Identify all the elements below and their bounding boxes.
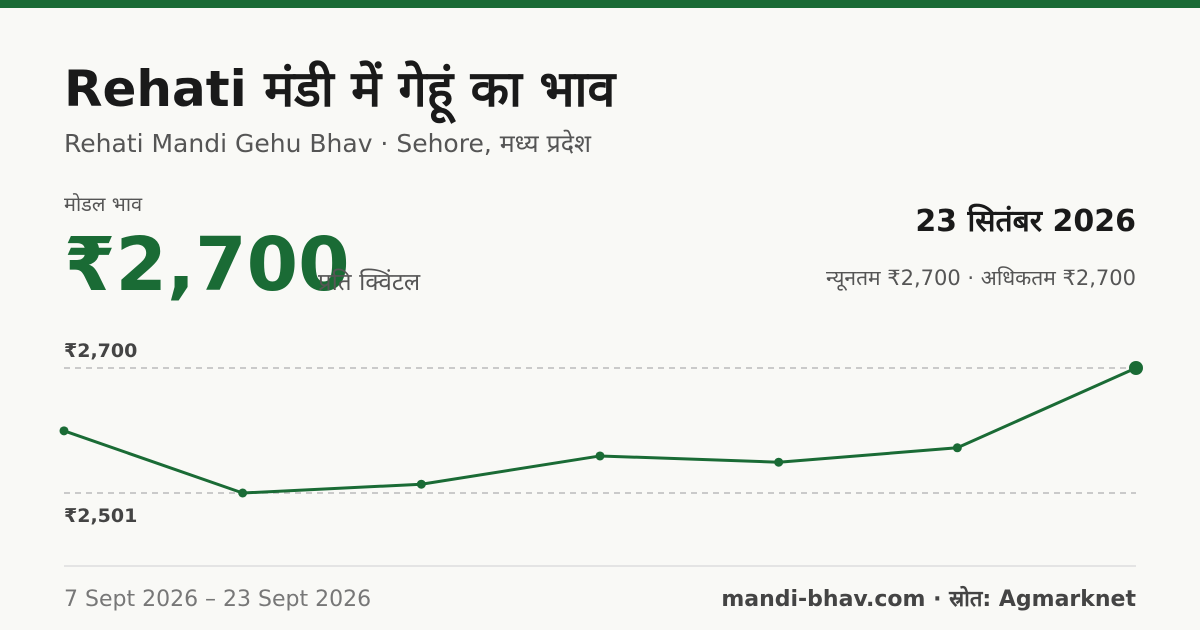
price-line [63, 366, 1137, 495]
y-tick-label: ₹2,700 [64, 340, 137, 362]
source: mandi-bhav.com · स्रोत: Agmarknet [721, 585, 1136, 612]
data-point [1129, 361, 1143, 375]
top-bar [0, 0, 1200, 8]
y-tick-label: ₹2,501 [64, 505, 137, 527]
subtitle: Rehati Mandi Gehu Bhav · Sehore, मध्य प्… [64, 129, 592, 158]
data-point [774, 457, 784, 467]
price-date: 23 सितंबर 2026 [915, 203, 1136, 239]
data-point [595, 451, 605, 461]
data-point [416, 479, 426, 489]
data-point [952, 443, 962, 453]
date-range: 7 Sept 2026 – 23 Sept 2026 [64, 587, 371, 612]
price-range: न्यूनतम ₹2,700 · अधिकतम ₹2,700 [826, 266, 1136, 291]
data-point [238, 488, 248, 498]
price-label: मोडल भाव [64, 192, 143, 216]
title: Rehati मंडी में गेहूं का भाव [64, 60, 617, 124]
price-unit: प्रति क्विंटल [318, 268, 421, 296]
data-point [59, 426, 69, 436]
price-value: ₹2,700 [64, 222, 350, 308]
